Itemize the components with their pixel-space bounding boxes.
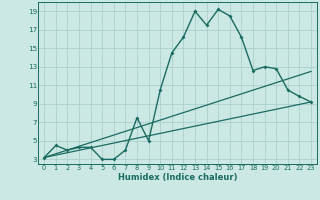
X-axis label: Humidex (Indice chaleur): Humidex (Indice chaleur) [118,173,237,182]
